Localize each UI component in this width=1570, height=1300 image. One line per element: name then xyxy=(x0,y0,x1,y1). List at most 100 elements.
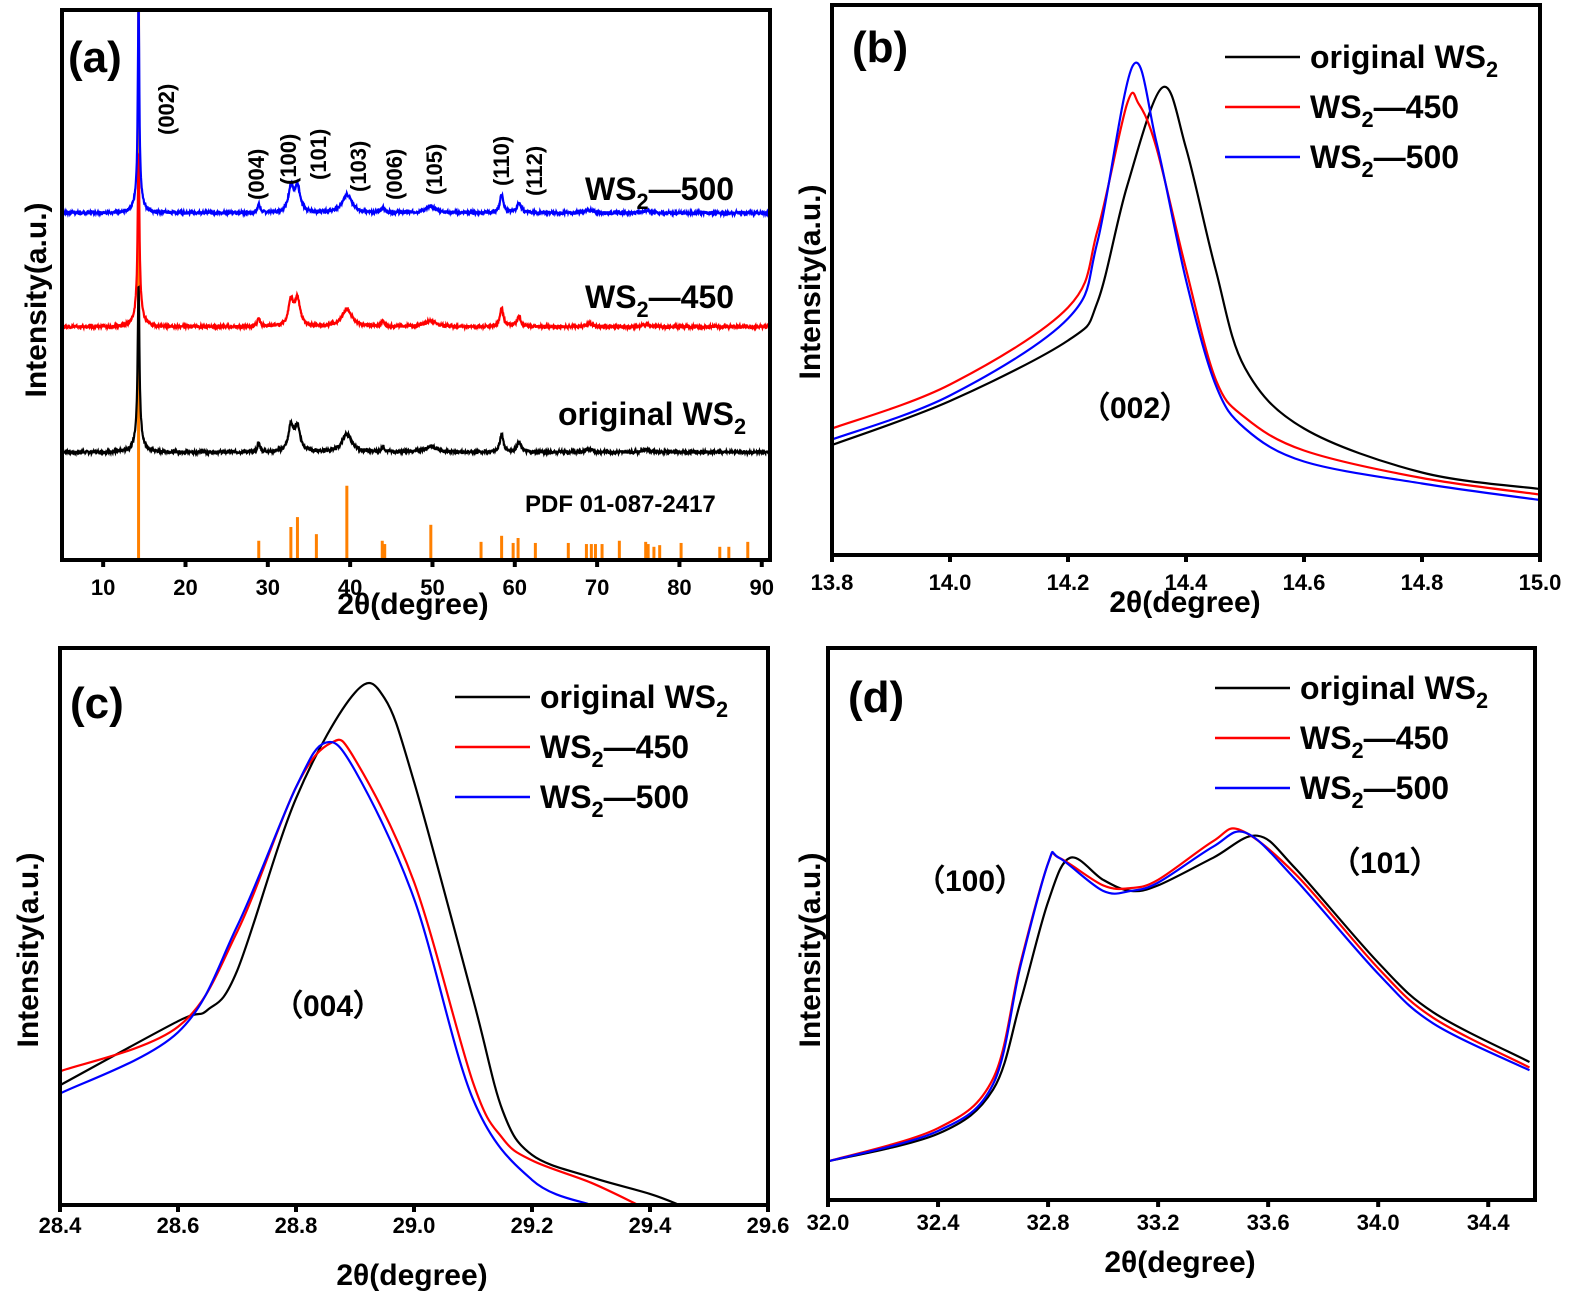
x-tick-label: 15.0 xyxy=(1519,570,1562,595)
series-line-ws2_450 xyxy=(828,827,1531,1163)
panel-a: 10 20 30 40 50 60 70 80 90 2θ(degree) Intensity(a.… xyxy=(20,8,774,621)
label-text: original WS xyxy=(1310,39,1486,75)
x-tick-label: 40 xyxy=(338,575,362,600)
x-tick-label: 20 xyxy=(173,575,197,600)
x-tick-label: 34.0 xyxy=(1357,1210,1400,1235)
label-text: —450 xyxy=(1364,720,1449,756)
series-line-ws2_500 xyxy=(60,740,592,1205)
panel-label: (b) xyxy=(852,23,908,72)
x-tick-label: 14.0 xyxy=(929,570,972,595)
plot-area xyxy=(60,681,680,1205)
label-text: —450 xyxy=(604,729,689,765)
series-label: WS2—500 xyxy=(585,171,734,214)
y-axis-label: Intensity(a.u.) xyxy=(794,852,827,1047)
plot-area xyxy=(828,827,1531,1163)
peak-annotation: （002） xyxy=(1080,391,1190,425)
peak-label: (004) xyxy=(244,149,269,200)
series-label: WS2—450 xyxy=(585,279,734,322)
legend-entry: original WS2 xyxy=(540,679,728,722)
plot-area xyxy=(62,10,770,560)
peak-annotation: （004） xyxy=(273,989,383,1023)
peak-label: (105) xyxy=(422,144,447,195)
panel-b: 13.8 14.0 14.2 14.4 14.6 14.8 15.0 2θ(degree) In… xyxy=(794,3,1562,619)
legend-entry: WS2—450 xyxy=(1300,720,1449,763)
legend-entry: WS2—500 xyxy=(1310,139,1459,182)
legend-entry: WS2—450 xyxy=(1310,89,1459,132)
series-line-ws2_450 xyxy=(62,151,770,333)
label-subscript: 2 xyxy=(1362,107,1374,132)
legend-entry: original WS2 xyxy=(1310,39,1498,82)
panel-c: 28.4 28.6 28.8 29.0 29.2 29.4 29.6 2θ(degree) In… xyxy=(12,646,789,1292)
series-line-ws2_450 xyxy=(832,91,1540,496)
x-tick-label: 14.6 xyxy=(1283,570,1326,595)
legend-entry: WS2—500 xyxy=(540,779,689,822)
x-tick-label: 34.4 xyxy=(1467,1210,1511,1235)
plot-area xyxy=(832,61,1540,502)
label-subscript: 2 xyxy=(1362,157,1374,182)
x-tick-label: 90 xyxy=(750,575,774,600)
series-line-ws2_500 xyxy=(832,61,1540,502)
label-text: original WS xyxy=(1300,670,1476,706)
label-text: WS xyxy=(1300,720,1352,756)
legend-entry: WS2—500 xyxy=(1300,770,1449,813)
peak-annotation: （101） xyxy=(1330,846,1440,880)
label-subscript: 2 xyxy=(734,414,746,439)
label-text: —500 xyxy=(1364,770,1449,806)
series-line-original xyxy=(62,285,770,458)
x-tick-label: 28.4 xyxy=(39,1213,83,1238)
peak-label: (002) xyxy=(154,84,179,135)
series-line-original xyxy=(832,85,1540,491)
x-tick-label: 29.0 xyxy=(393,1213,436,1238)
label-text: —500 xyxy=(649,171,734,207)
label-text: WS xyxy=(540,729,592,765)
x-tick-label: 70 xyxy=(585,575,609,600)
panel-label: (a) xyxy=(68,33,122,82)
label-subscript: 2 xyxy=(1476,688,1488,713)
peak-label: (103) xyxy=(346,141,371,192)
peak-label: (101) xyxy=(306,129,331,180)
x-axis-label: 2θ(degree) xyxy=(1104,1246,1255,1279)
series-label: original WS2 xyxy=(558,396,746,439)
x-tick-label: 13.8 xyxy=(811,570,854,595)
x-tick-label: 32.4 xyxy=(917,1210,961,1235)
x-tick-label: 29.4 xyxy=(629,1213,673,1238)
x-tick-label: 10 xyxy=(91,575,115,600)
x-tick-label: 29.2 xyxy=(511,1213,554,1238)
panel-label: (c) xyxy=(70,679,124,728)
label-text: WS xyxy=(1310,89,1362,125)
label-text: WS xyxy=(540,779,592,815)
x-tick-label: 60 xyxy=(503,575,527,600)
label-subscript: 2 xyxy=(592,797,604,822)
label-text: original WS xyxy=(540,679,716,715)
label-text: —450 xyxy=(1374,89,1459,125)
label-text: WS xyxy=(585,171,637,207)
x-tick-label: 33.2 xyxy=(1137,1210,1180,1235)
label-text: WS xyxy=(1300,770,1352,806)
label-text: original WS xyxy=(558,396,734,432)
y-axis-label: Intensity(a.u.) xyxy=(12,852,45,1047)
axes-frame xyxy=(60,8,772,562)
x-tick-label: 14.4 xyxy=(1165,570,1209,595)
label-subscript: 2 xyxy=(637,297,649,322)
y-axis-label: Intensity(a.u.) xyxy=(20,202,53,397)
label-subscript: 2 xyxy=(1352,788,1364,813)
panel-label: (d) xyxy=(848,673,904,722)
x-tick-label: 50 xyxy=(420,575,444,600)
series-line-ws2_500 xyxy=(828,830,1530,1163)
x-tick-label: 14.2 xyxy=(1047,570,1090,595)
label-subscript: 2 xyxy=(1352,738,1364,763)
peak-label: (100) xyxy=(276,134,301,185)
legend-entry: original WS2 xyxy=(1300,670,1488,713)
x-tick-label: 33.6 xyxy=(1247,1210,1290,1235)
x-axis-label: 2θ(degree) xyxy=(336,1259,487,1292)
peak-label: (112) xyxy=(522,146,547,196)
pdf-reference-label: PDF 01-087-2417 xyxy=(525,491,716,518)
series-line-ws2_450 xyxy=(60,738,639,1205)
panel-d: 32.0 32.4 32.8 33.2 33.6 34.0 34.4 2θ(degree) In… xyxy=(794,646,1537,1279)
series-line-ws2_500 xyxy=(62,10,770,219)
peak-label: (110) xyxy=(489,136,514,186)
label-text: —450 xyxy=(649,279,734,315)
